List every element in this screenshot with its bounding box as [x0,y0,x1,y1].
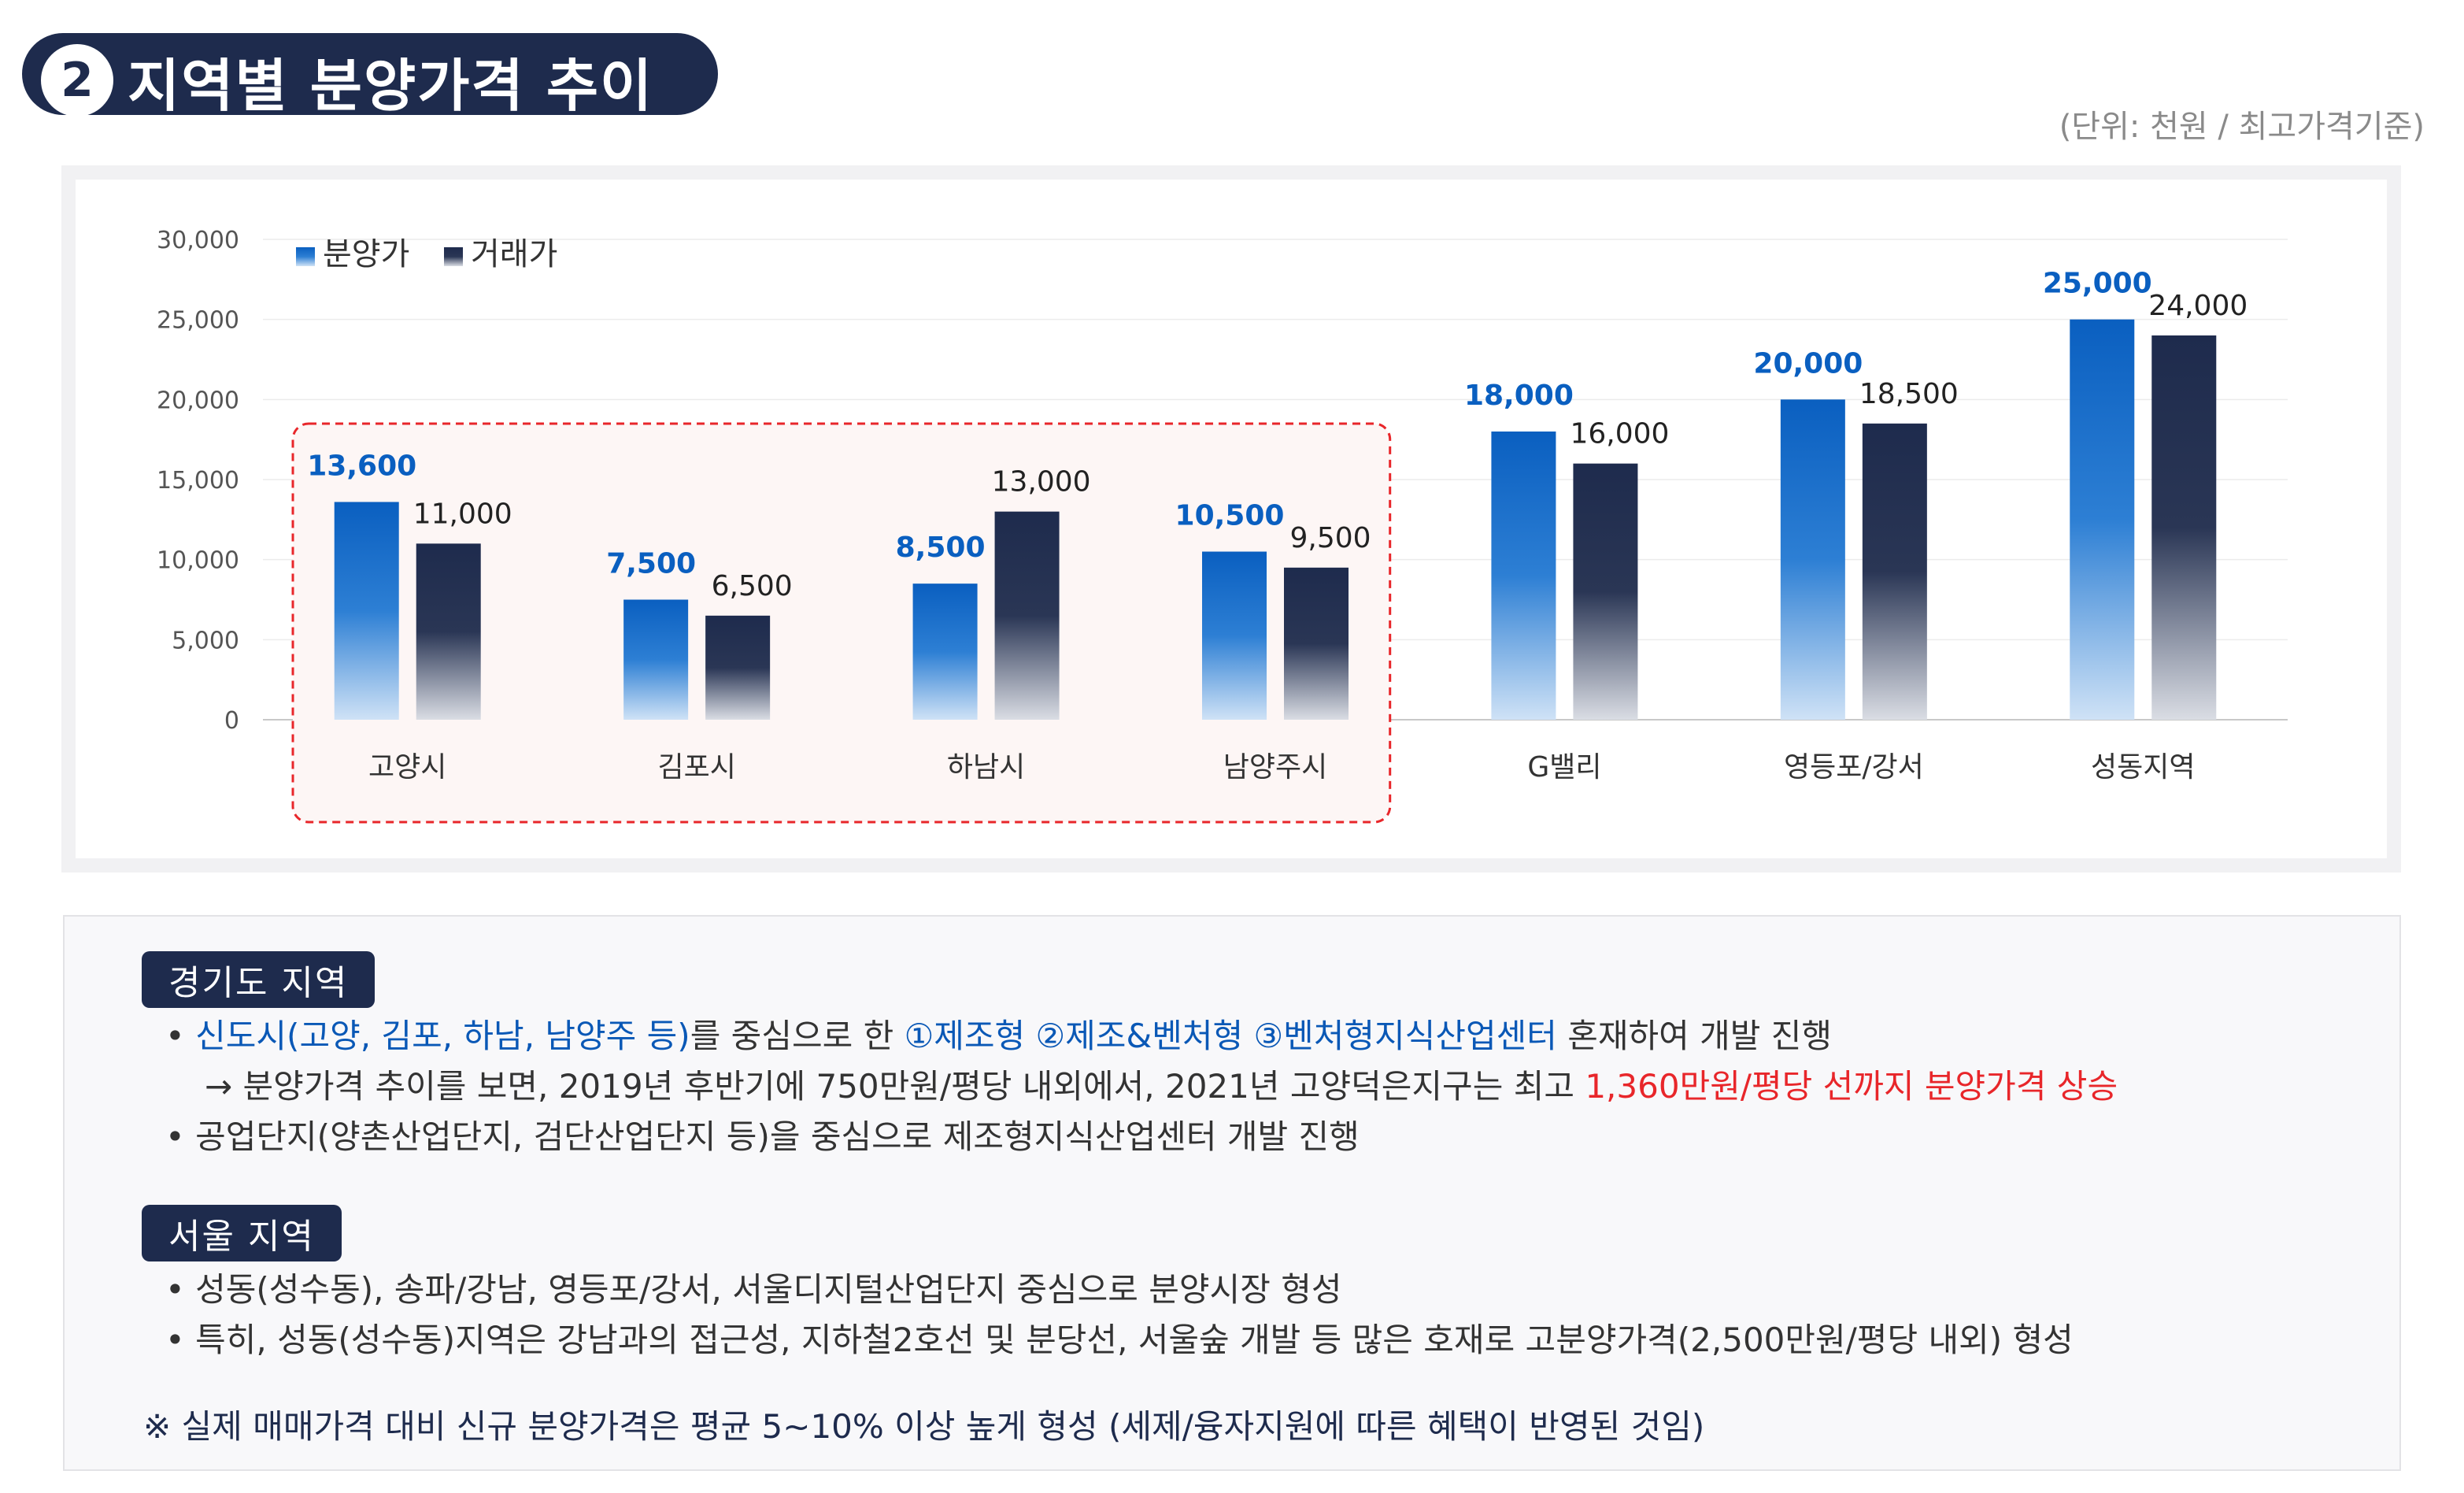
footnote: ※ 실제 매매가격 대비 신규 분양가격은 평균 5~10% 이상 높게 형성 … [143,1407,1705,1446]
data-label-trade: 24,000 [2148,290,2248,322]
data-label-trade: 9,500 [1289,522,1371,554]
legend-swatch-sale [296,247,315,266]
note-gyeonggi-3: • 공업단지(양촌산업단지, 검단산업단지 등)을 중심으로 제조형지식산업센터… [165,1117,1360,1156]
data-label-trade: 6,500 [712,570,793,602]
bar-trade-price [1862,423,1927,720]
bar-sale-price [1780,399,1845,720]
data-label-trade: 13,000 [992,466,1091,498]
bar-trade-price [1284,567,1349,720]
highlight-types: ①제조형 ②제조&벤처형 ③벤처형지식산업센터 [904,1017,1557,1055]
bar-trade-price [2151,335,2217,720]
highlight-new-towns: 신도시(고양, 김포, 하남, 남양주 등) [195,1017,690,1055]
x-tick-label: 남양주시 [1223,751,1327,784]
note-gyeonggi-2: → 분양가격 추이를 보면, 2019년 후반기에 750만원/평당 내외에서,… [205,1060,2118,1108]
x-tick-label: 김포시 [657,751,735,784]
legend-swatch-trade [444,247,463,266]
data-label-trade: 11,000 [413,498,512,530]
title-banner [22,33,718,115]
bar-sale-price [623,599,689,720]
data-label-sale: 7,500 [606,548,696,580]
data-label-sale: 10,500 [1175,500,1285,532]
legend-label-sale: 분양가 [323,236,409,272]
y-tick-label: 0 [224,707,239,735]
text-segment: 혼재하여 개발 진행 [1556,1017,1833,1055]
data-label-sale: 13,600 [307,450,416,482]
section-number-badge: 2 [41,44,113,117]
highlight-price-rise: 1,360만원/평당 선까지 분양가격 상승 [1585,1067,2118,1106]
bar-trade-price [705,615,771,720]
data-label-sale: 25,000 [2043,268,2152,300]
data-label-sale: 18,000 [1464,380,1574,412]
y-tick-label: 30,000 [157,227,239,254]
notes-panel: 경기도 지역 • 신도시(고양, 김포, 하남, 남양주 등)를 중심으로 한 … [63,915,2401,1471]
x-tick-label: 고양시 [368,751,446,784]
data-label-trade: 16,000 [1570,418,1669,450]
x-tick-label: 영등포/강서 [1784,751,1924,784]
y-tick-label: 20,000 [157,387,239,414]
bar-sale-price [1491,432,1556,720]
data-label-trade: 18,500 [1859,378,1959,410]
x-tick-label: G밸리 [1527,751,1601,784]
bar-sale-price [1202,551,1267,720]
data-label-sale: 8,500 [896,532,986,564]
y-tick-label: 10,000 [157,547,239,575]
bullet: • [165,1017,185,1055]
tag-gyeonggi: 경기도 지역 [142,951,376,1008]
y-tick-label: 25,000 [157,307,239,335]
unit-note: (단위: 천원 / 최고가격기준) [2059,109,2425,145]
bar-sale-price [334,502,399,720]
note-seoul-2: • 특히, 성동(성수동)지역은 강남과의 접근성, 지하철2호선 및 분당선,… [165,1321,2074,1359]
legend-label-trade: 거래가 [471,236,557,272]
data-label-sale: 20,000 [1753,347,1863,380]
bar-trade-price [416,543,481,720]
x-tick-label: 하남시 [947,751,1025,784]
text-segment: → 분양가격 추이를 보면, 2019년 후반기에 750만원/평당 내외에서,… [205,1067,1585,1106]
bar-sale-price [912,583,978,720]
x-tick-label: 성동지역 [2091,751,2195,784]
tag-seoul: 서울 지역 [142,1205,342,1261]
page-title: 지역별 분양가격 추이 [128,53,654,119]
note-seoul-1: • 성동(성수동), 송파/강남, 영등포/강서, 서울디지털산업단지 중심으로… [165,1270,1342,1309]
y-tick-label: 15,000 [157,467,239,495]
note-gyeonggi-1: • 신도시(고양, 김포, 하남, 남양주 등)를 중심으로 한 ①제조형 ②제… [165,1010,1832,1058]
bar-trade-price [1573,463,1638,720]
chart-panel: 0 5,000 10,000 15,000 20,000 25,000 30,000 13,… [76,180,2387,858]
highlight-box [291,422,1392,824]
bar-trade-price [994,511,1060,720]
y-tick-label: 5,000 [172,627,239,654]
text-segment: 를 중심으로 한 [690,1017,905,1055]
bar-sale-price [2070,319,2135,720]
bar-chart: 0 5,000 10,000 15,000 20,000 25,000 30,000 13,… [157,227,2288,824]
